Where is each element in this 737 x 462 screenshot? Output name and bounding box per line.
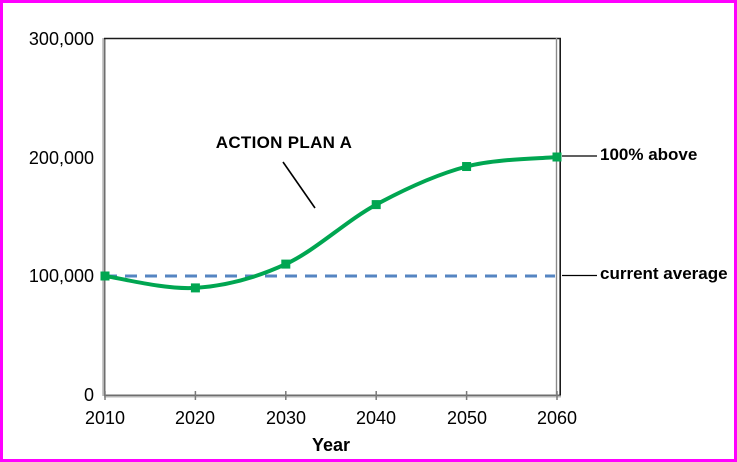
series-marker bbox=[552, 152, 562, 162]
x-tick-label-2040: 2040 bbox=[355, 408, 397, 428]
average-callout-label: current average bbox=[600, 264, 728, 283]
y-tick-label-200000: 200,000 bbox=[28, 148, 94, 168]
y-tick-label-300000: 300,000 bbox=[28, 29, 94, 49]
y-tick-label-0: 0 bbox=[83, 385, 94, 405]
y-tick-label-100000: 100,000 bbox=[28, 266, 94, 286]
series-marker bbox=[371, 200, 381, 210]
x-tick-label-2060: 2060 bbox=[536, 408, 578, 428]
x-tick-label-2010: 2010 bbox=[84, 408, 126, 428]
series-callout-leader-line bbox=[282, 161, 316, 209]
series-callout-label: ACTION PLAN A bbox=[215, 133, 353, 152]
x-tick-label-2020: 2020 bbox=[174, 408, 216, 428]
x-axis-title: Year bbox=[311, 435, 351, 455]
series-marker bbox=[100, 271, 110, 281]
series-line bbox=[103, 155, 559, 291]
series-marker bbox=[281, 259, 291, 269]
x-tick-label-2030: 2030 bbox=[265, 408, 307, 428]
x-tick-label-2050: 2050 bbox=[446, 408, 488, 428]
series-marker bbox=[462, 162, 472, 172]
above-callout-label: 100% above bbox=[600, 145, 698, 164]
series-marker bbox=[190, 283, 200, 293]
